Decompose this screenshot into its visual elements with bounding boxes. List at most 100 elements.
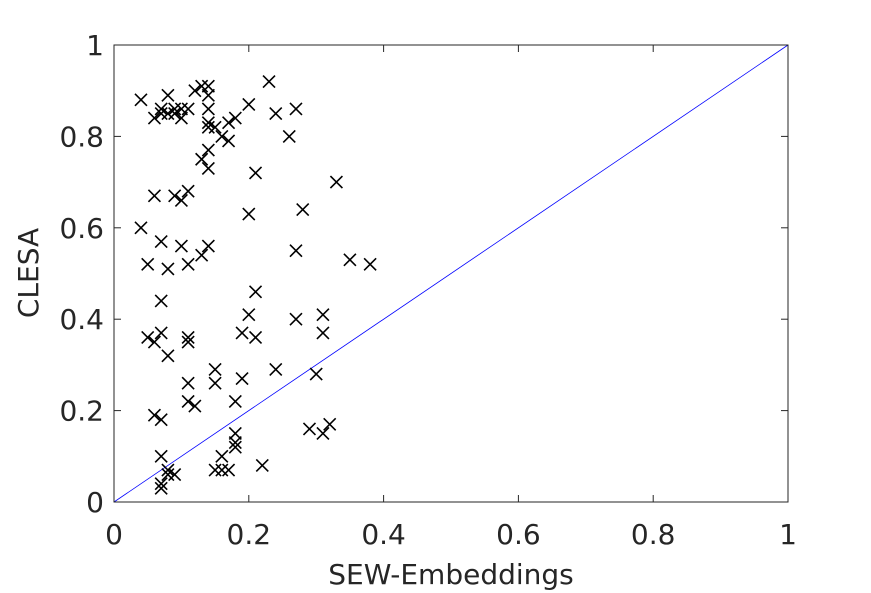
- data-point: [154, 326, 168, 340]
- data-point: [201, 239, 215, 253]
- data-point: [201, 79, 215, 93]
- data-point: [168, 468, 182, 482]
- ticks-layer: 0 0.2 0.4 0.6 0.8 1 0 0.2 0.4 0.6 0.8 1: [59, 29, 796, 551]
- data-point: [168, 106, 182, 121]
- y-tick-label: 0.2: [59, 395, 104, 428]
- data-point: [235, 326, 249, 340]
- data-point: [296, 202, 310, 217]
- data-point: [363, 257, 377, 271]
- data-point: [134, 93, 148, 107]
- data-point: [228, 394, 242, 409]
- axes-box: [113, 44, 789, 503]
- data-point: [289, 312, 303, 326]
- data-point: [161, 106, 175, 121]
- x-tick-label: 0: [105, 518, 123, 551]
- data-point: [147, 408, 162, 422]
- data-point: [208, 376, 222, 390]
- x-tick-label: 1: [779, 518, 797, 551]
- data-point: [201, 116, 215, 130]
- data-point: [154, 481, 168, 495]
- data-point: [174, 193, 188, 207]
- data-point: [181, 330, 195, 345]
- data-point: [228, 111, 242, 125]
- data-point: [215, 129, 229, 143]
- data-point: [147, 111, 162, 125]
- data-point: [201, 88, 215, 102]
- data-point: [181, 257, 195, 271]
- data-point: [195, 152, 209, 166]
- data-point: [262, 74, 276, 89]
- data-point: [242, 308, 256, 322]
- data-point: [181, 102, 195, 116]
- data-point: [195, 248, 209, 262]
- reference-line-layer: [113, 44, 789, 503]
- data-point: [195, 79, 209, 93]
- data-point: [289, 102, 303, 116]
- x-tick-label: 0.2: [227, 518, 272, 551]
- y-tick-label: 0.8: [59, 120, 104, 153]
- data-point: [228, 440, 242, 454]
- data-point: [201, 102, 215, 116]
- data-point: [208, 463, 222, 477]
- data-point: [248, 330, 263, 345]
- data-point: [174, 239, 188, 253]
- data-point: [235, 372, 249, 386]
- data-point: [147, 335, 162, 349]
- data-point: [147, 189, 162, 203]
- data-point: [134, 221, 148, 235]
- data-point: [316, 326, 330, 340]
- diagonal-reference-line: [113, 44, 789, 503]
- y-tick-label: 0: [86, 486, 104, 519]
- data-point: [181, 184, 195, 198]
- data-point: [302, 422, 317, 436]
- x-tick-label: 0.6: [496, 518, 541, 551]
- data-point: [161, 262, 175, 276]
- data-point: [309, 367, 323, 381]
- data-point: [222, 116, 236, 130]
- data-point: [168, 102, 182, 116]
- data-point: [154, 477, 168, 491]
- data-point: [343, 253, 357, 267]
- data-point: [242, 97, 256, 111]
- data-point: [154, 106, 168, 121]
- y-tick-label: 1: [86, 29, 104, 62]
- data-point: [289, 244, 303, 258]
- data-point: [161, 463, 175, 477]
- data-point: [174, 111, 188, 125]
- data-point: [154, 449, 168, 463]
- data-point: [181, 335, 195, 349]
- data-point: [161, 468, 175, 482]
- data-point: [201, 120, 215, 134]
- data-point: [323, 417, 337, 431]
- data-point: [269, 362, 283, 377]
- y-tick-label: 0.6: [59, 212, 104, 245]
- data-point: [215, 463, 229, 477]
- data-point: [181, 394, 195, 409]
- data-point: [154, 294, 168, 308]
- data-point: [222, 134, 236, 148]
- data-point: [329, 175, 343, 189]
- y-axis-title: CLESA: [12, 228, 45, 318]
- data-point: [174, 102, 188, 116]
- points-layer: [134, 74, 377, 495]
- data-point: [228, 436, 242, 450]
- data-point: [188, 84, 202, 98]
- data-point: [181, 376, 195, 390]
- data-point: [208, 120, 222, 134]
- data-point: [248, 285, 263, 299]
- data-point: [161, 88, 175, 102]
- y-tick-label: 0.4: [59, 303, 104, 336]
- data-point: [228, 426, 242, 441]
- data-point: [316, 308, 330, 322]
- data-point: [188, 399, 202, 413]
- data-point: [222, 463, 236, 477]
- data-point: [154, 234, 168, 249]
- x-tick-label: 0.4: [361, 518, 406, 551]
- data-point: [282, 129, 296, 143]
- data-point: [269, 106, 283, 121]
- data-point: [208, 362, 222, 377]
- data-point: [201, 143, 215, 157]
- data-point: [316, 426, 330, 441]
- data-point: [168, 189, 182, 203]
